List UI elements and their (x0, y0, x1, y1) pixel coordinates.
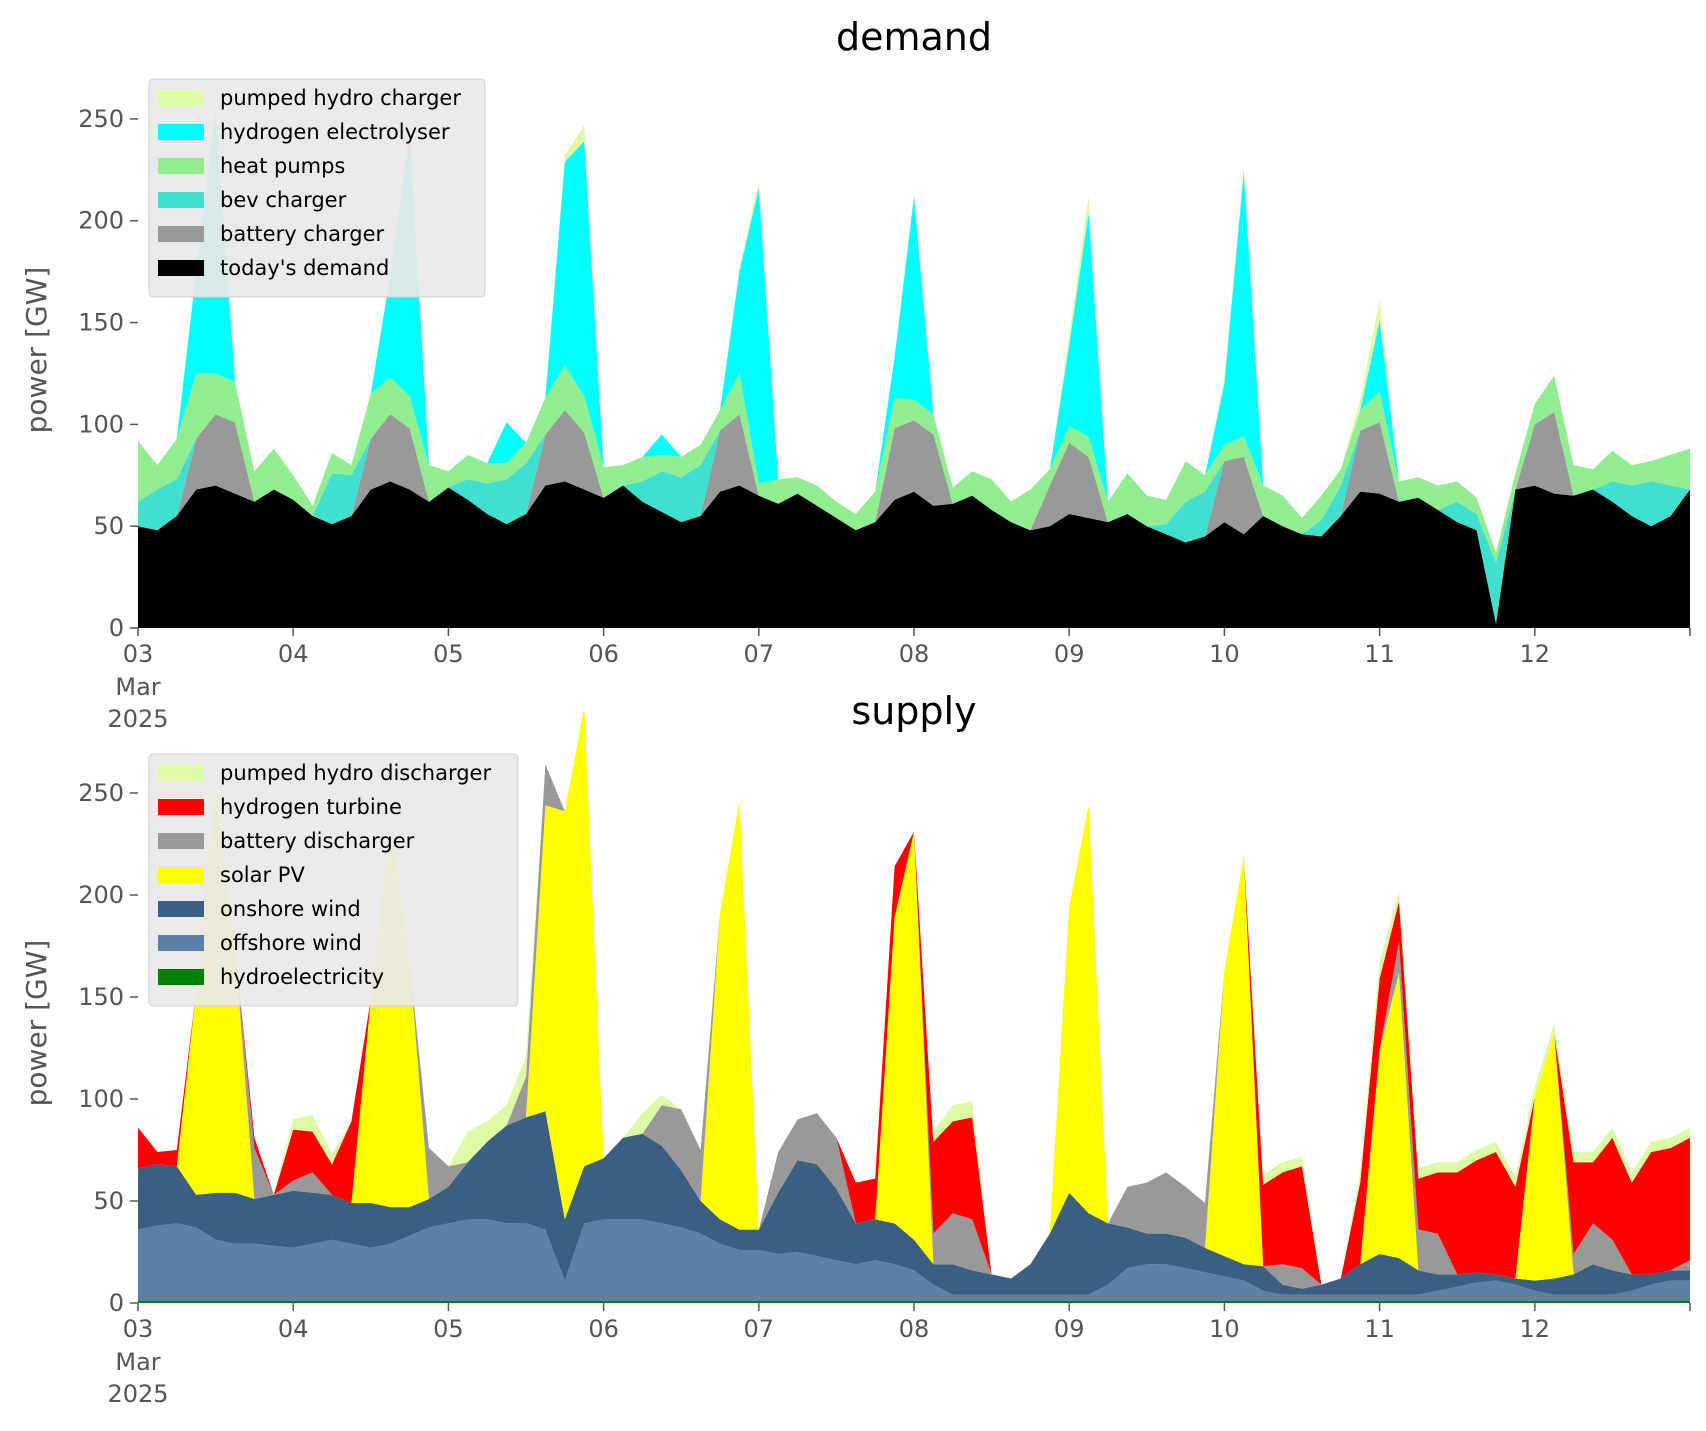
supply-y-tick-label: 100 (78, 1085, 124, 1113)
supply-x-tick-label: 07 (744, 1315, 775, 1343)
supply-y-tick-label: 50 (93, 1187, 124, 1215)
supply-x-tick-label: 09 (1054, 1315, 1085, 1343)
supply-x-tick-sublabel: Mar (115, 1348, 160, 1376)
supply-y-tick-label: 250 (78, 779, 124, 807)
supply-legend-label-offshore-wind: offshore wind (220, 931, 362, 955)
supply-axes: 0 50 100 150 200 250 03 04 05 06 07 08 09 10 11 12 Mar 20… (78, 779, 1691, 1408)
demand-legend-swatch-bev-charger (158, 192, 204, 208)
demand-x-tick-label: 07 (744, 640, 775, 668)
supply-legend-label-solar-pv: solar PV (220, 863, 305, 887)
supply-x-tick-label: 12 (1520, 1315, 1551, 1343)
demand-chart-title: demand (836, 15, 992, 59)
demand-x-tick-label: 12 (1520, 640, 1551, 668)
demand-area-hydrogen-electrolyser (138, 108, 1690, 553)
demand-legend-label-bev-charger: bev charger (220, 188, 347, 212)
supply-area-hydrogen-turbine (138, 707, 1690, 1285)
demand-legend: pumped hydro charger hydrogen electrolyse… (148, 78, 486, 298)
demand-legend-label-hydrogen-electrolyser: hydrogen electrolyser (220, 120, 450, 144)
supply-areas (138, 707, 1690, 1303)
supply-y-axis-label: power [GW] (20, 940, 53, 1107)
supply-x-tick-label: 06 (588, 1315, 619, 1343)
demand-x-tick-label: 09 (1054, 640, 1085, 668)
demand-legend-label-heat-pumps: heat pumps (220, 154, 345, 178)
supply-x-tick-label: 08 (899, 1315, 930, 1343)
supply-y-tick-label: 0 (109, 1289, 124, 1317)
demand-axes: 0 50 100 150 200 250 03 04 05 06 07 08 09 10 11 12 Mar 20… (78, 105, 1691, 733)
demand-x-tick-label: 04 (278, 640, 309, 668)
supply-x-tick-label: 11 (1364, 1315, 1395, 1343)
demand-x-tick-label: 06 (588, 640, 619, 668)
demand-area-battery-charger (138, 410, 1690, 624)
demand-y-tick-label: 50 (93, 512, 124, 540)
demand-legend-swatch-battery-charger (158, 226, 204, 242)
demand-x-tick-sublabel: Mar (115, 673, 160, 701)
demand-y-tick-label: 250 (78, 105, 124, 133)
demand-y-tick-label: 150 (78, 309, 124, 337)
demand-legend-box (148, 78, 486, 298)
demand-y-tick-label: 0 (109, 614, 124, 642)
demand-area-pumped-hydro-charger (138, 102, 1690, 553)
supply-chart-title: supply (851, 689, 976, 733)
supply-legend-label-hydrogen-turbine: hydrogen turbine (220, 795, 402, 819)
supply-area-onshore-wind (138, 1111, 1690, 1295)
demand-area-today-s-demand (138, 481, 1690, 628)
supply-x-tick-label: 05 (433, 1315, 464, 1343)
supply-legend-swatch-hydroelectricity (158, 969, 204, 985)
supply-legend-label-hydroelectricity: hydroelectricity (220, 965, 384, 989)
supply-legend-swatch-hydrogen-turbine (158, 799, 204, 815)
supply-x-tick-label: 03 (123, 1315, 154, 1343)
supply-legend-swatch-pumped-hydro-discharger (158, 765, 204, 781)
demand-legend-swatch-heat-pumps (158, 158, 204, 174)
demand-legend-swatch-today-s-demand (158, 260, 204, 276)
supply-legend-swatch-onshore-wind (158, 901, 204, 917)
demand-x-tick-label: 05 (433, 640, 464, 668)
supply-area-offshore-wind (138, 1219, 1690, 1301)
supply-legend-label-battery-discharger: battery discharger (220, 829, 415, 853)
supply-x-tick-sublabel: 2025 (107, 1380, 168, 1408)
demand-area-heat-pumps (138, 365, 1690, 563)
demand-y-axis-label: power [GW] (20, 267, 53, 434)
demand-y-tick-label: 200 (78, 207, 124, 235)
demand-legend-swatch-hydrogen-electrolyser (158, 124, 204, 140)
supply-legend-swatch-battery-discharger (158, 833, 204, 849)
supply-x-tick-label: 04 (278, 1315, 309, 1343)
demand-x-tick-label: 11 (1364, 640, 1395, 668)
supply-legend-swatch-offshore-wind (158, 935, 204, 951)
demand-x-tick-label: 03 (123, 640, 154, 668)
supply-y-tick-label: 200 (78, 881, 124, 909)
supply-legend-swatch-solar-pv (158, 867, 204, 883)
supply-area-solar-pv (138, 707, 1690, 1289)
supply-legend-box (148, 753, 519, 1007)
demand-areas (138, 102, 1690, 628)
demand-x-tick-label: 08 (899, 640, 930, 668)
supply-legend-label-onshore-wind: onshore wind (220, 897, 361, 921)
demand-legend-label-pumped-hydro-charger: pumped hydro charger (220, 86, 461, 110)
demand-legend-label-today-s-demand: today's demand (220, 256, 389, 280)
supply-legend-label-pumped-hydro-discharger: pumped hydro discharger (220, 761, 491, 785)
demand-x-tick-sublabel: 2025 (107, 705, 168, 733)
demand-legend-label-battery-charger: battery charger (220, 222, 385, 246)
demand-legend-swatch-pumped-hydro-charger (158, 90, 204, 106)
demand-x-tick-label: 10 (1209, 640, 1240, 668)
supply-x-tick-label: 10 (1209, 1315, 1240, 1343)
demand-area-bev-charger (138, 410, 1690, 624)
demand-y-tick-label: 100 (78, 410, 124, 438)
supply-y-tick-label: 150 (78, 983, 124, 1011)
supply-area-hydroelectricity (138, 1301, 1690, 1303)
supply-legend: pumped hydro discharger hydrogen turbine b… (148, 753, 519, 1007)
